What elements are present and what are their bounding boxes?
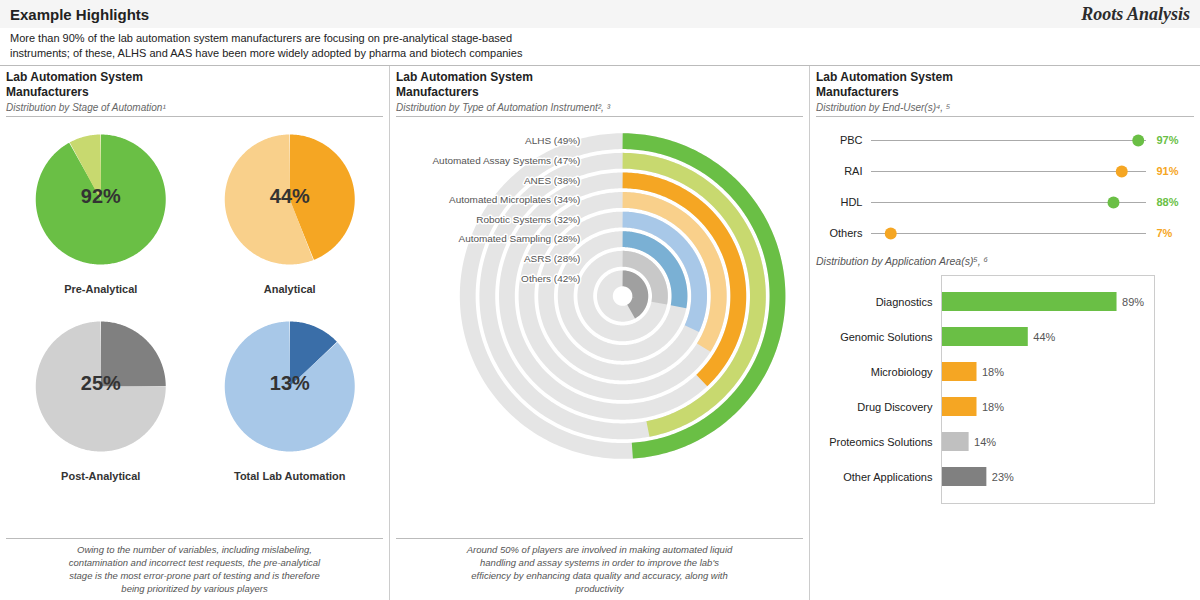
svg-text:88%: 88% (1157, 196, 1179, 208)
html-text:Lab Automation System Manufact: Lab Automation System Manufacturers (6, 69, 143, 99)
svg-text:Others (42%): Others (42%) (521, 272, 580, 283)
svg-text:Other Applications: Other Applications (843, 470, 933, 482)
html-text:Lab Automation System Manufact: Lab Automation System Manufacturers (396, 69, 533, 99)
svg-text:44%: 44% (269, 184, 309, 206)
svg-text:97%: 97% (1157, 134, 1179, 146)
svg-text:23%: 23% (992, 470, 1014, 482)
svg-text:Post-Analytical: Post-Analytical (61, 470, 140, 482)
svg-text:ASRS (28%): ASRS (28%) (524, 253, 581, 264)
svg-text:Automated Assay Systems (47%): Automated Assay Systems (47%) (432, 155, 580, 166)
html-text:Distribution by Application Ar: Distribution by Application Area(s)⁵, ⁶ (816, 254, 988, 267)
svg-text:Microbiology: Microbiology (871, 365, 933, 377)
svg-text:14%: 14% (974, 435, 996, 447)
svg-text:Robotic Systems (32%): Robotic Systems (32%) (476, 214, 580, 225)
svg-text:RAI: RAI (844, 165, 862, 177)
svg-text:91%: 91% (1157, 165, 1179, 177)
html-text:Roots Analysis: Roots Analysis (1081, 3, 1190, 24)
svg-text:7%: 7% (1157, 227, 1173, 239)
svg-text:Genomic Solutions: Genomic Solutions (840, 330, 933, 342)
html-text:Example Highlights: Example Highlights (10, 5, 150, 23)
svg-text:Pre-Analytical: Pre-Analytical (64, 282, 137, 294)
svg-text:13%: 13% (269, 372, 309, 394)
svg-text:Proteomics Solutions: Proteomics Solutions (829, 435, 933, 447)
svg-text:Automated Sampling (28%): Automated Sampling (28%) (458, 233, 580, 244)
svg-text:Diagnostics: Diagnostics (876, 295, 933, 307)
svg-text:Total Lab Automation: Total Lab Automation (233, 470, 345, 482)
svg-text:ALHS (49%): ALHS (49%) (525, 135, 580, 146)
html-text:Distribution by Stage of Autom: Distribution by Stage of Automation¹ (6, 101, 166, 113)
html-text:More than 90% of the lab autom: More than 90% of the lab automation syst… (10, 32, 523, 60)
svg-text:HDL: HDL (840, 196, 862, 208)
svg-text:Automated Microplates (34%): Automated Microplates (34%) (449, 194, 580, 205)
svg-text:92%: 92% (81, 184, 121, 206)
svg-text:PBC: PBC (840, 134, 863, 146)
svg-text:Others: Others (829, 227, 863, 239)
html-text:Distribution by Type of Automa: Distribution by Type of Automation Instr… (396, 101, 610, 113)
svg-text:18%: 18% (982, 365, 1004, 377)
svg-text:25%: 25% (81, 372, 121, 394)
html-text:Owing to the number of variabl: Owing to the number of variables, includ… (68, 543, 321, 595)
html-text:Distribution by End-User(s)⁴,: Distribution by End-User(s)⁴, ⁵ (816, 101, 951, 113)
svg-text:Drug Discovery: Drug Discovery (857, 400, 933, 412)
svg-text:Analytical: Analytical (263, 282, 315, 294)
html-text:Around 50% of players are invo: Around 50% of players are involved in ma… (466, 543, 733, 595)
svg-text:18%: 18% (982, 400, 1004, 412)
svg-text:44%: 44% (1033, 330, 1055, 342)
svg-text:89%: 89% (1122, 295, 1144, 307)
svg-text:ANES (38%): ANES (38%) (524, 174, 581, 185)
html-text:Lab Automation System Manufact: Lab Automation System Manufacturers (816, 69, 953, 99)
